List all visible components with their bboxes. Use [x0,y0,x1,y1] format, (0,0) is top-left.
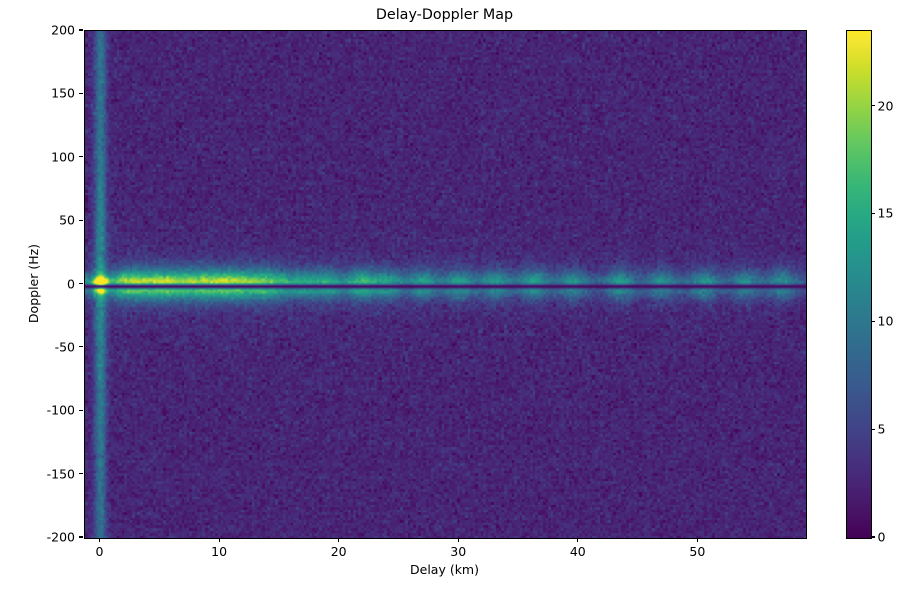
colorbar [846,30,872,539]
x-tick-mark [218,538,220,542]
x-tick-label: 30 [450,544,467,559]
colorbar-tick-mark [871,104,875,107]
y-tick-mark [79,282,83,285]
colorbar-tick-mark [871,536,875,538]
colorbar-tick-mark [871,212,875,214]
y-tick-mark [79,156,83,158]
y-tick-label: -100 [46,402,75,418]
y-tick-mark [79,29,83,31]
colorbar-tick-label: 10 [877,313,894,329]
y-tick-mark [79,92,83,94]
colorbar-tick-label: 0 [877,529,886,545]
delay-doppler-heatmap [85,31,806,538]
colorbar-tick-label: 20 [877,98,894,113]
x-tick-mark [338,538,340,542]
x-tick-label: 50 [689,544,706,559]
colorbar-tick-label: 15 [877,205,894,221]
colorbar-tick-mark [871,428,875,430]
y-tick-label: -50 [54,339,75,355]
page-title: Delay-Doppler Map [375,7,514,23]
colorbar-gradient [847,31,871,538]
x-tick-mark [457,538,459,542]
x-tick-label: 10 [211,544,228,559]
x-tick-label: 0 [95,544,104,559]
y-tick-label: 0 [67,276,75,291]
x-tick-mark [98,538,101,542]
y-tick-label: 100 [51,149,75,165]
x-tick-label: 20 [330,544,347,559]
y-tick-label: -200 [46,529,75,545]
colorbar-tick-mark [871,320,875,322]
x-tick-mark [696,538,698,542]
x-tick-mark [577,538,579,542]
x-tick-label: 40 [569,544,586,559]
y-tick-label: 200 [51,22,75,38]
y-tick-mark [79,409,83,411]
y-tick-label: 50 [59,212,75,228]
y-tick-mark [79,219,83,221]
y-tick-mark [79,473,83,475]
y-tick-mark [79,536,83,538]
delay-doppler-plot-area [84,30,807,539]
y-tick-mark [79,346,83,348]
x-axis-label: Delay (km) [410,562,479,577]
y-tick-label: -150 [46,466,75,482]
colorbar-tick-label: 5 [877,421,886,437]
y-tick-label: 150 [51,85,75,101]
